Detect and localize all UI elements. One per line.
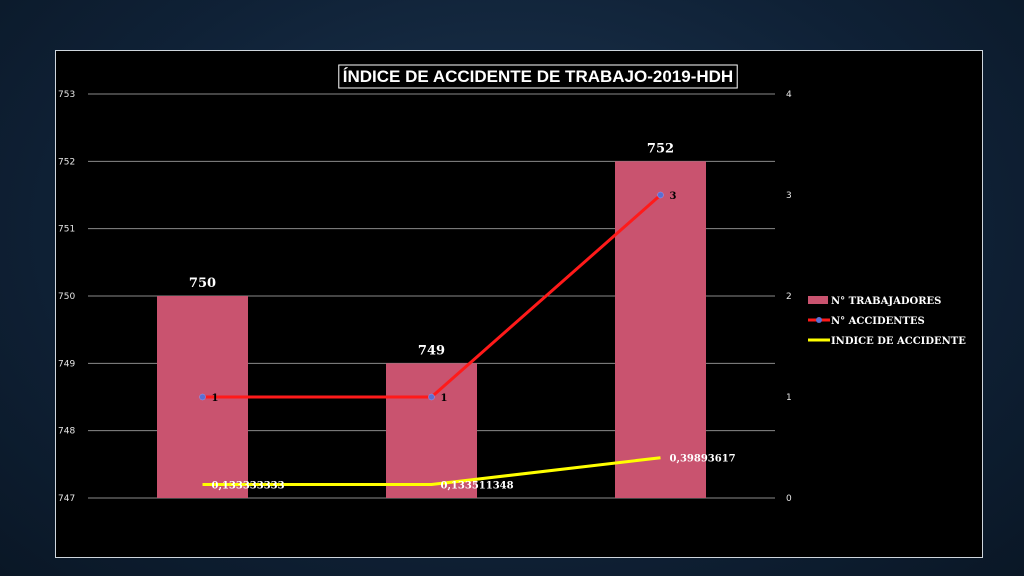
y-right-tick-label: 4 [786, 90, 792, 100]
legend-swatch-bar [808, 296, 828, 304]
chart-title: ÍNDICE DE ACCIDENTE DE TRABAJO-2019-HDH [343, 67, 733, 86]
y-left-tick-label: 752 [58, 157, 75, 167]
legend-label: INDICE DE ACCIDENTE [831, 336, 966, 347]
y-left-tick-label: 751 [58, 225, 75, 235]
bar-data-label: 749 [418, 343, 445, 358]
bar-data-label: 752 [647, 141, 674, 156]
line-data-label: 0,133511348 [441, 481, 514, 492]
bar [386, 363, 477, 498]
legend-swatch-marker [816, 317, 822, 323]
y-left-tick-label: 748 [58, 427, 75, 437]
series-line-indice [202, 456, 661, 487]
line-point-marker [428, 393, 435, 401]
line-data-label: 0,39893617 [670, 454, 736, 465]
bar [615, 161, 706, 499]
y-right-tick-label: 2 [786, 292, 792, 302]
line-data-label: 3 [670, 191, 677, 202]
line-point-marker [199, 393, 206, 401]
y-right-tick-label: 3 [786, 191, 792, 201]
y-left-tick-label: 753 [58, 90, 75, 100]
legend-label: N° TRABAJADORES [831, 296, 941, 307]
line-point-marker [657, 191, 664, 199]
line-data-label: 1 [212, 393, 219, 404]
legend-label: N° ACCIDENTES [831, 316, 925, 327]
y-right-tick-label: 0 [786, 494, 792, 504]
y-left-tick-label: 750 [58, 292, 75, 302]
line-data-label: 1 [441, 393, 448, 404]
y-right-tick-label: 1 [786, 393, 792, 403]
y-left-tick-label: 747 [58, 494, 75, 504]
line-data-label: 0,133333333 [212, 481, 285, 492]
chart-title-box [338, 64, 738, 89]
y-left-tick-label: 749 [58, 359, 75, 369]
bar-data-label: 750 [189, 276, 216, 291]
